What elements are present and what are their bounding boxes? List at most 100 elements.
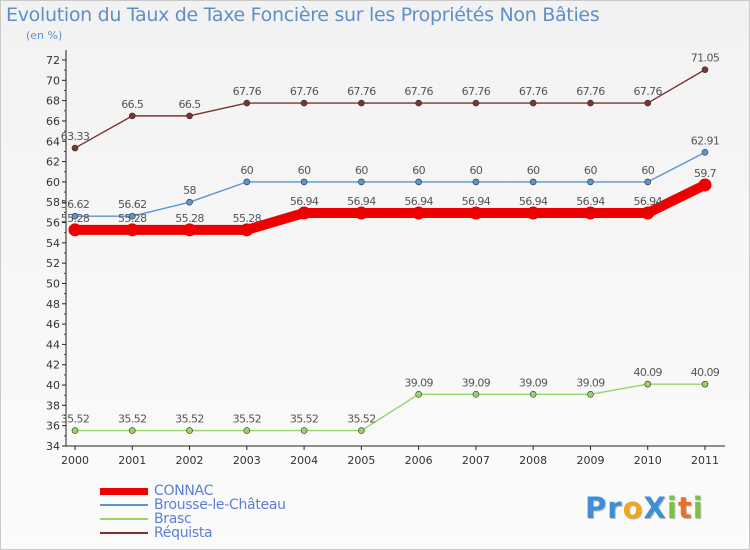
- x-tick-label: 2011: [691, 454, 719, 467]
- x-tick-label: 2001: [118, 454, 146, 467]
- y-tick-label: 64: [46, 135, 60, 148]
- x-tick-label: 2003: [233, 454, 261, 467]
- x-tick-label: 2007: [462, 454, 490, 467]
- data-point-requista: [644, 99, 652, 107]
- data-label-brousse-le-chateau: 56.62: [61, 198, 90, 211]
- x-tick-label: 2005: [347, 454, 375, 467]
- legend-swatch: [100, 532, 148, 534]
- series-line-connac: [70, 179, 710, 235]
- x-tick-label: 2009: [576, 454, 604, 467]
- data-point-connac: [183, 223, 197, 237]
- y-tick-label: 70: [46, 74, 60, 87]
- data-point-brousse-le-chateau: [71, 212, 79, 220]
- data-label-requista: 67.76: [462, 85, 491, 98]
- y-tick-label: 60: [46, 176, 60, 189]
- x-tick-label: 2004: [290, 454, 318, 467]
- y-tick-label: 58: [46, 196, 60, 209]
- logo-letter: X: [643, 491, 667, 525]
- data-label-brasc: 35.52: [61, 413, 90, 426]
- data-label-brasc: 35.52: [233, 413, 262, 426]
- data-label-requista: 66.5: [121, 98, 144, 111]
- data-point-connac: [297, 206, 311, 220]
- y-tick-label: 72: [46, 54, 60, 67]
- data-label-connac: 56.94: [290, 195, 319, 208]
- data-label-connac: 56.94: [404, 195, 433, 208]
- unit-label: (en %): [26, 29, 63, 42]
- data-label-connac: 55.28: [175, 212, 204, 225]
- data-label-requista: 67.76: [233, 85, 262, 98]
- y-tick-label: 68: [46, 95, 60, 108]
- data-point-requista: [243, 99, 251, 107]
- logo-letter: t: [677, 491, 693, 525]
- y-tick-label: 42: [46, 359, 60, 372]
- data-point-connac: [354, 206, 368, 220]
- data-point-requista: [128, 112, 136, 120]
- data-label-requista: 71.05: [691, 52, 720, 65]
- data-point-brasc: [529, 390, 537, 398]
- data-label-brasc: 39.09: [404, 376, 433, 389]
- data-label-brasc: 39.09: [462, 376, 491, 389]
- data-point-brousse-le-chateau: [358, 178, 365, 186]
- legend-item: Brousse-le-Château: [100, 498, 286, 512]
- data-point-brasc: [472, 390, 480, 398]
- x-tick-label: 2010: [634, 454, 662, 467]
- legend-label: Réquista: [154, 525, 213, 541]
- data-point-brousse-le-chateau: [415, 178, 422, 186]
- data-label-brasc: 35.52: [118, 413, 147, 426]
- data-point-brasc: [701, 380, 709, 388]
- data-point-brasc: [128, 427, 136, 434]
- data-label-requista: 67.76: [404, 85, 433, 98]
- data-point-requista: [415, 99, 422, 107]
- data-point-brasc: [71, 427, 79, 434]
- data-label-brousse-le-chateau: 62.91: [691, 134, 720, 147]
- data-label-connac: 56.94: [519, 195, 548, 208]
- data-label-brasc: 35.52: [175, 413, 204, 426]
- y-tick-label: 40: [46, 379, 60, 392]
- data-label-connac: 59.7: [694, 167, 717, 180]
- y-tick-label: 46: [46, 318, 60, 331]
- data-label-requista: 67.76: [633, 85, 662, 98]
- y-tick-label: 52: [46, 257, 60, 270]
- data-point-brasc: [243, 427, 251, 434]
- data-point-brousse-le-chateau: [186, 198, 193, 206]
- data-point-requista: [71, 144, 79, 152]
- data-point-requista: [186, 112, 193, 120]
- chart-title: Evolution du Taux de Taxe Foncière sur l…: [6, 4, 600, 26]
- data-label-brousse-le-chateau: 60: [470, 164, 483, 177]
- data-point-connac: [469, 206, 483, 220]
- data-label-brasc: 35.52: [290, 413, 319, 426]
- data-label-brousse-le-chateau: 60: [527, 164, 540, 177]
- data-point-brasc: [587, 390, 594, 398]
- data-point-connac: [68, 223, 82, 237]
- data-label-brousse-le-chateau: 60: [298, 164, 311, 177]
- data-label-brasc: 35.52: [347, 413, 376, 426]
- data-label-requista: 67.76: [519, 85, 548, 98]
- data-label-brousse-le-chateau: 60: [240, 164, 253, 177]
- data-point-brasc: [415, 390, 422, 398]
- y-tick-label: 34: [46, 440, 60, 453]
- legend-swatch: [100, 487, 148, 495]
- y-tick-label: 66: [46, 115, 60, 128]
- data-point-requista: [472, 99, 480, 107]
- x-tick-label: 2000: [61, 454, 89, 467]
- y-tick-label: 54: [46, 237, 60, 250]
- data-point-requista: [587, 99, 594, 107]
- data-label-brasc: 39.09: [519, 376, 548, 389]
- data-point-brousse-le-chateau: [701, 149, 709, 156]
- legend-label: Brasc: [154, 511, 192, 527]
- logo-letter: i: [666, 491, 678, 525]
- y-tick-label: 36: [46, 420, 60, 433]
- series-line-brasc: [74, 383, 706, 432]
- y-tick-label: 48: [46, 298, 60, 311]
- data-label-connac: 56.94: [347, 195, 376, 208]
- data-label-brousse-le-chateau: 60: [641, 164, 654, 177]
- data-point-brousse-le-chateau: [128, 212, 136, 220]
- x-tick-label: 2008: [519, 454, 547, 467]
- x-tick-label: 2002: [176, 454, 204, 467]
- data-label-brasc: 39.09: [576, 376, 605, 389]
- data-label-connac: 55.28: [61, 212, 90, 225]
- data-point-brousse-le-chateau: [300, 178, 308, 186]
- data-label-connac: 55.28: [118, 212, 147, 225]
- legend-swatch: [100, 504, 148, 506]
